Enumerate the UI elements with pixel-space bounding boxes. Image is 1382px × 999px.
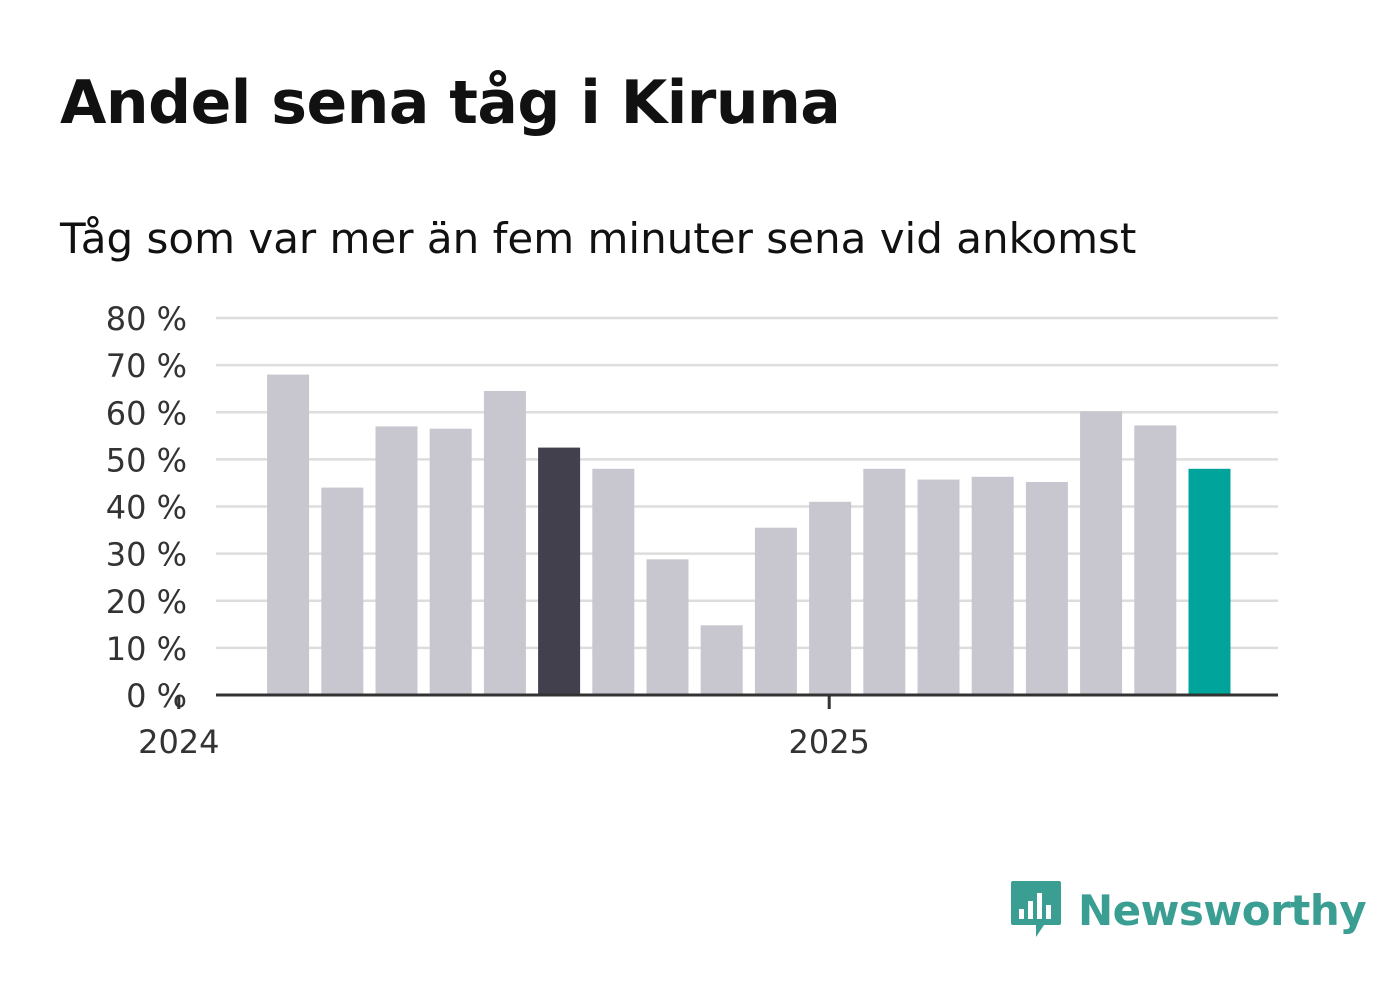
- brand-name: Newsworthy: [1078, 885, 1367, 935]
- bar-2024-11: [754, 527, 797, 695]
- bar-2024-12: [809, 501, 852, 695]
- bar-2024-04: [375, 426, 418, 695]
- y-tick-label: 70 %: [106, 347, 187, 385]
- bar-2024-08: [592, 468, 635, 695]
- y-tick-label: 20 %: [106, 583, 187, 621]
- newsworthy-logo: Newsworthy: [1010, 878, 1367, 942]
- y-tick-label: 40 %: [106, 489, 187, 527]
- x-axis: [177, 693, 1278, 709]
- y-tick-label: 10 %: [106, 630, 187, 668]
- bar-2025-05: [1080, 411, 1123, 695]
- bar-2025-06: [1134, 425, 1177, 695]
- bar-2024-10: [700, 625, 743, 695]
- chart-subtitle: Tåg som var mer än fem minuter sena vid …: [60, 214, 1137, 263]
- y-tick-label: 50 %: [106, 441, 187, 479]
- bar-2025-03: [971, 476, 1014, 695]
- bar-2024-07: [538, 447, 581, 695]
- bar-2025-07: [1188, 468, 1231, 695]
- y-axis-labels: 0 % 10 % 20 % 30 % 40 % 50 % 60 % 70 % 80 %: [106, 300, 187, 715]
- chart-title: Andel sena tåg i Kiruna: [60, 68, 841, 138]
- x-axis-labels: 2024 2025: [138, 723, 870, 761]
- x-tick-label: 2025: [788, 723, 869, 761]
- bar-2024-06: [483, 391, 526, 695]
- bar-2024-03: [321, 487, 364, 695]
- bar-2024-05: [429, 428, 472, 695]
- y-tick-label: 30 %: [106, 536, 187, 574]
- bar-2024-09: [646, 559, 689, 695]
- bar-2025-04: [1025, 482, 1068, 695]
- bar-2025-01: [863, 468, 906, 695]
- newsworthy-chat-bars-icon: [1011, 881, 1061, 937]
- bar-2024-02: [267, 374, 310, 695]
- y-tick-label: 0 %: [126, 677, 187, 715]
- x-tick-label: 2024: [138, 723, 219, 761]
- bars: [267, 374, 1231, 695]
- bar-2025-02: [917, 479, 960, 695]
- y-tick-label: 80 %: [106, 300, 187, 338]
- y-tick-label: 60 %: [106, 394, 187, 432]
